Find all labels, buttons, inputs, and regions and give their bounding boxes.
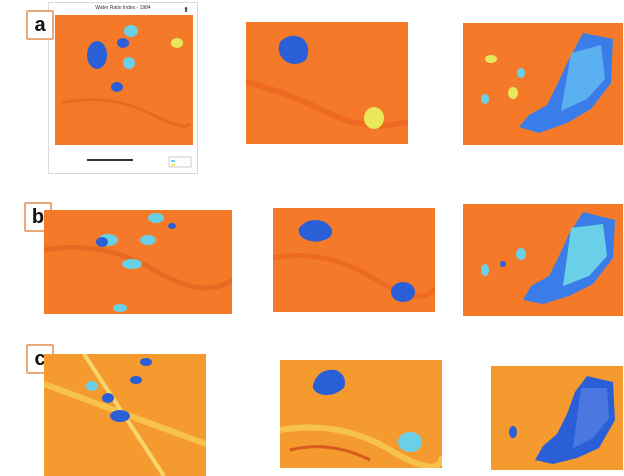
panel-label-a: a	[26, 10, 54, 40]
satellite-tile-b3	[463, 204, 623, 316]
map-layout-frame: Water Ratio Index - 1984 ⬆	[48, 2, 198, 174]
satellite-tile-b2	[273, 208, 435, 312]
map-title: Water Ratio Index - 1984	[95, 5, 151, 11]
satellite-tile-c2	[280, 360, 442, 468]
satellite-tile-c1	[44, 354, 206, 476]
satellite-tile-b1	[44, 210, 232, 314]
satellite-tile-a3	[463, 23, 623, 145]
north-arrow-icon: ⬆	[183, 7, 189, 14]
satellite-tile-a2	[246, 22, 408, 144]
satellite-tile-c3	[491, 366, 623, 470]
map-grid-ticks	[55, 15, 193, 168]
